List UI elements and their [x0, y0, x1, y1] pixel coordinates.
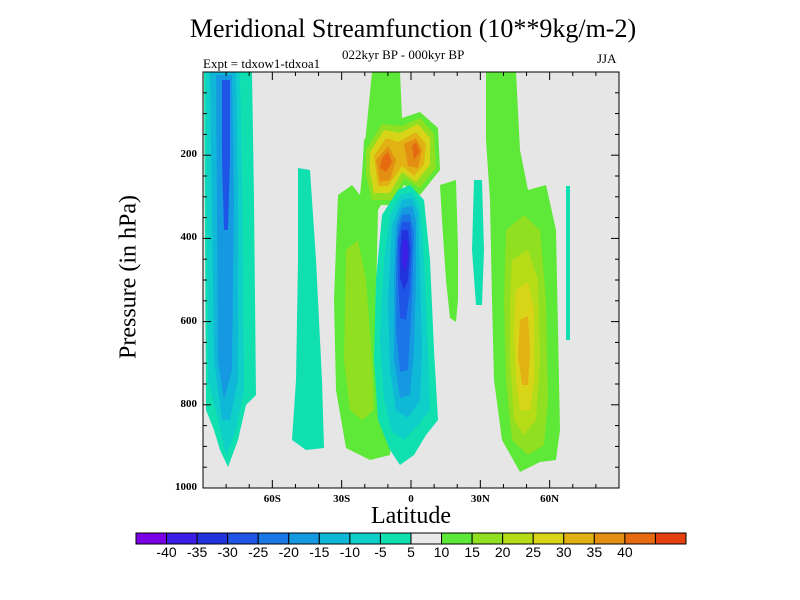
season-label: JJA: [597, 51, 617, 66]
colorbar-swatch: [379, 532, 412, 545]
colorbar-swatch: [227, 532, 259, 545]
colorbar-swatch: [166, 532, 198, 545]
contour-region: [472, 180, 484, 305]
colorbar-label: 25: [525, 544, 542, 560]
colorbar-swatch: [257, 532, 290, 545]
y-tick-label: 200: [180, 148, 198, 161]
x-tick-label: 30N: [470, 493, 490, 505]
colorbar-swatch: [196, 532, 229, 545]
x-tick-label: 30S: [333, 493, 351, 505]
colorbar-label: -15: [309, 544, 330, 560]
contour-region: [412, 142, 420, 160]
colorbar-label: -10: [339, 544, 360, 560]
contour-region: [380, 152, 392, 172]
colorbar-label: 10: [433, 544, 450, 560]
colorbar-swatch: [624, 532, 656, 545]
contour-region: [518, 316, 530, 385]
axis-ticks: [202, 71, 620, 489]
contour-region: [222, 80, 230, 230]
contour-fills: [204, 72, 570, 472]
colorbar-label: -25: [248, 544, 269, 560]
colorbar-label: -35: [186, 544, 208, 560]
y-tick-label: 1000: [175, 481, 197, 493]
contour-region: [440, 180, 458, 322]
colorbar-label: -30: [217, 544, 238, 560]
colorbar-label: 20: [494, 544, 511, 560]
colorbar-label: 40: [617, 544, 633, 560]
colorbar: [135, 532, 687, 545]
colorbar-swatch: [349, 532, 381, 545]
colorbar-swatch: [288, 532, 320, 545]
contour-region: [292, 168, 324, 450]
colorbar-label: 15: [464, 544, 480, 560]
experiment-label: Expt = tdxow1-tdxoa1: [203, 56, 321, 71]
colorbar-swatch: [135, 532, 168, 545]
colorbar-swatch: [593, 532, 626, 545]
contour-region: [344, 240, 374, 420]
y-tick-label: 400: [180, 231, 198, 244]
colorbar-swatch: [410, 532, 443, 545]
colorbar-swatch: [441, 532, 473, 545]
colorbar-swatch: [654, 532, 687, 545]
x-tick-label: 60S: [263, 493, 281, 505]
colorbar-label: -20: [278, 544, 299, 560]
x-tick-label: 60N: [540, 493, 560, 505]
colorbar-swatch: [563, 532, 595, 545]
x-axis-label: Latitude: [371, 503, 451, 529]
colorbar-label: -5: [374, 544, 387, 560]
colorbar-swatch: [532, 532, 565, 545]
colorbar-swatch: [318, 532, 351, 545]
contour-region: [566, 186, 570, 340]
chart-subtitle: 022kyr BP - 000kyr BP: [342, 47, 465, 62]
colorbar-swatch: [502, 532, 534, 545]
colorbar-label: 5: [407, 544, 415, 560]
colorbar-swatch: [471, 532, 504, 545]
colorbar-label: 35: [586, 544, 603, 560]
colorbar-label: -40: [156, 544, 177, 560]
contour-region: [402, 240, 408, 272]
x-tick-label: 0: [408, 493, 414, 505]
colorbar-label: 30: [555, 544, 572, 560]
y-tick-label: 600: [180, 314, 198, 327]
y-tick-label: 800: [180, 397, 198, 410]
chart-title: Meridional Streamfunction (10**9kg/m-2): [189, 14, 637, 43]
